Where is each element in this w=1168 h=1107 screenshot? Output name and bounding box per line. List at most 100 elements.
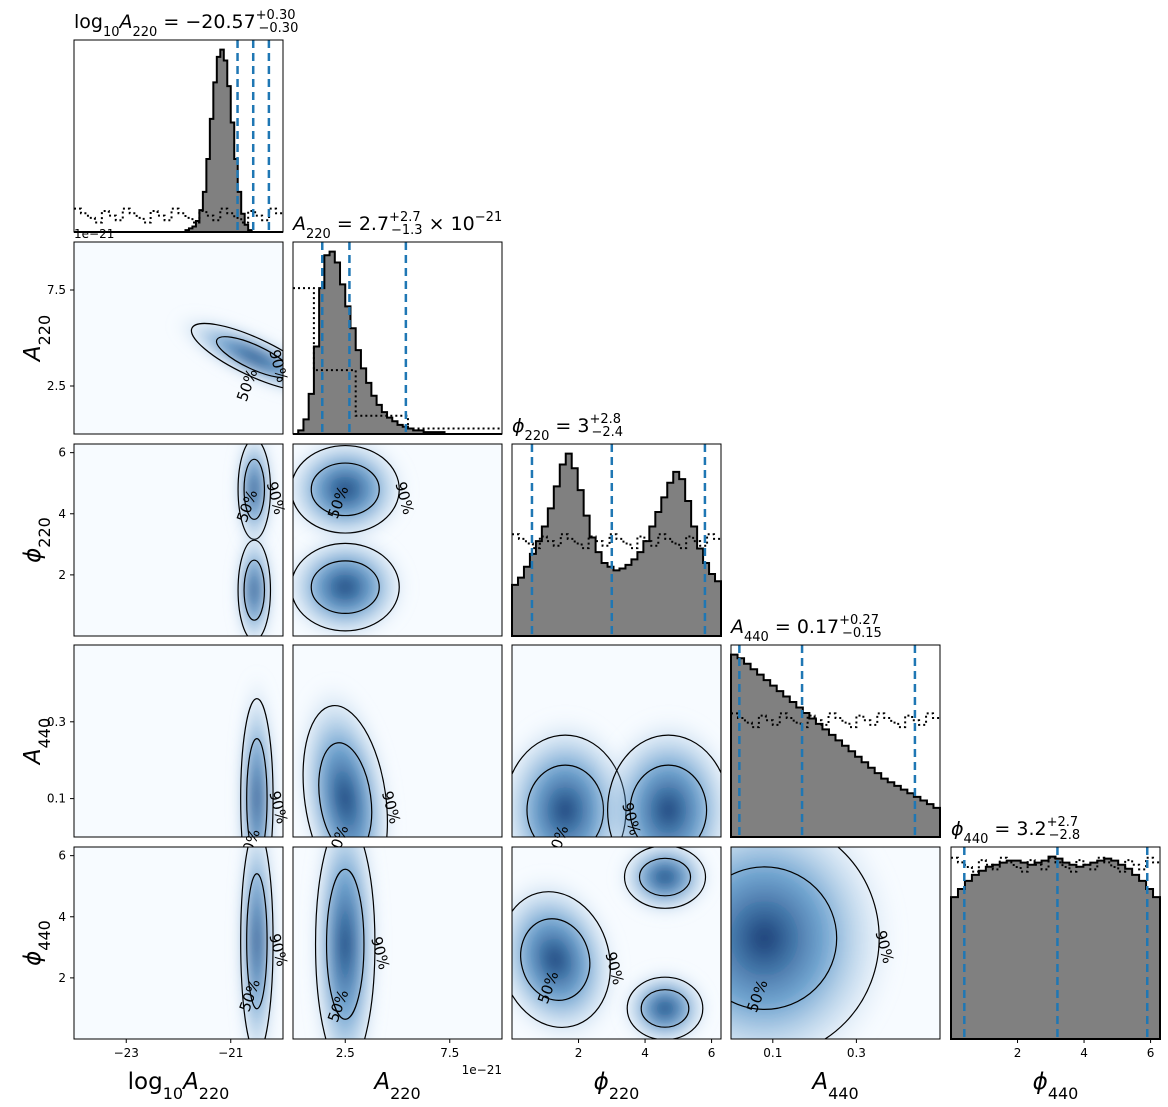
hist-panel-phi220 xyxy=(511,443,722,637)
density-panel-phi220-phi440 xyxy=(511,846,722,1040)
contour-90 xyxy=(823,847,880,1039)
panel-frame xyxy=(73,644,284,838)
x-axis-label-A220: A220 xyxy=(372,1069,420,1103)
y-tick-label: 4 xyxy=(58,910,66,924)
density-blob xyxy=(620,968,710,1039)
panel-frame xyxy=(292,443,503,637)
x-tick-label: 4 xyxy=(641,1046,649,1060)
density-panel-log10A220-phi440 xyxy=(73,846,284,1040)
density-blob xyxy=(512,872,622,1039)
contour-50 xyxy=(310,560,380,614)
hist-title-A440: A440 = 0.17+0.27 −0.15 xyxy=(729,613,882,645)
x-tick-label: 0.3 xyxy=(847,1046,866,1060)
contour-90 xyxy=(314,847,376,1039)
x-tick-label: 2 xyxy=(1014,1046,1022,1060)
y-axis-label-phi220: ϕ220 xyxy=(20,517,54,563)
y-tick-label: 6 xyxy=(58,849,66,863)
hist-panel-A220 xyxy=(292,241,503,435)
density-panel-log10A220-phi220 xyxy=(73,443,284,637)
panel-frame xyxy=(511,644,722,838)
y-axis-label-A440: A440 xyxy=(20,718,54,766)
contour-50 xyxy=(310,462,380,517)
posterior-hist-A440 xyxy=(730,653,941,838)
x-tick-label: 7.5 xyxy=(440,1046,459,1060)
x-tick-label: 6 xyxy=(708,1046,716,1060)
density-blob xyxy=(237,847,277,1039)
panel-frame xyxy=(73,39,284,233)
x-axis-label-phi440: ϕ440 xyxy=(1033,1069,1079,1103)
density-panel-A220-phi220 xyxy=(292,443,503,637)
contour-90 xyxy=(302,704,389,837)
y-tick-label: 7.5 xyxy=(47,283,66,297)
density-panel-A220-phi440 xyxy=(292,846,503,1040)
x-tick-label: 0.1 xyxy=(763,1046,782,1060)
contour-50 xyxy=(246,873,268,1010)
x-axis-label-log10A220: log10A220 xyxy=(128,1069,230,1103)
contour-90 xyxy=(237,539,272,636)
y-tick-label: 0.3 xyxy=(47,715,66,729)
contour-90 xyxy=(512,891,611,1029)
y-tick-label: 2.5 xyxy=(47,379,66,393)
x-tick-label: −21 xyxy=(218,1046,243,1060)
contour-50 xyxy=(520,918,591,1001)
contour-50 xyxy=(318,742,373,837)
contour-50 xyxy=(243,458,266,520)
y-tick-label: 0.1 xyxy=(47,792,66,806)
density-blob xyxy=(731,847,901,1039)
density-panel-phi220-A440 xyxy=(511,644,722,838)
panel-frame xyxy=(292,846,503,1040)
y-axis-label-A220: A220 xyxy=(20,315,54,363)
x-tick-label: 4 xyxy=(1080,1046,1088,1060)
y-tick-label: 2 xyxy=(58,568,66,582)
contour-90 xyxy=(240,847,274,1039)
y-tick-label: 4 xyxy=(58,507,66,521)
contour-90 xyxy=(626,976,704,1039)
contour-90 xyxy=(293,542,400,632)
contour-50 xyxy=(629,764,708,837)
panel-frame xyxy=(292,644,503,838)
contour-50 xyxy=(246,738,268,837)
x-axis-label-A440: A440 xyxy=(810,1069,858,1103)
panel-frame xyxy=(292,241,503,435)
density-blob xyxy=(293,444,410,546)
hist-title-phi440: ϕ440 = 3.2+2.7 −2.8 xyxy=(951,815,1080,847)
panel-frame xyxy=(73,241,284,435)
contour-50 xyxy=(243,559,266,621)
panel-frame xyxy=(950,846,1161,1040)
panel-frame xyxy=(511,443,722,637)
density-blob xyxy=(235,526,274,636)
density-blob xyxy=(310,847,381,1039)
panel-frame xyxy=(730,846,941,1040)
contour-90 xyxy=(240,698,274,837)
hist-title-log10A220: log10A220 = −20.57+0.30 −0.30 xyxy=(74,8,298,40)
y-offset-text: 1e−21 xyxy=(74,227,114,241)
hist-panel-A440 xyxy=(730,644,941,838)
hist-panel-phi440 xyxy=(950,846,1161,1040)
density-blob xyxy=(596,714,721,837)
x-tick-label: 6 xyxy=(1147,1046,1155,1060)
hist-title-phi220: ϕ220 = 3+2.8 −2.4 xyxy=(512,412,623,444)
x-tick-label: −23 xyxy=(114,1046,139,1060)
density-blob xyxy=(293,531,410,636)
contour-90 xyxy=(607,734,721,837)
density-panel-A220-A440 xyxy=(292,644,503,838)
panel-frame xyxy=(73,443,284,637)
contour-50 xyxy=(215,336,283,379)
x-offset-text: 1e−21 xyxy=(462,1063,502,1077)
y-tick-label: 6 xyxy=(58,446,66,460)
density-panel-A440-phi440 xyxy=(730,846,941,1040)
contour-90 xyxy=(623,847,707,909)
contour-50 xyxy=(638,857,692,897)
x-axis-label-phi220: ϕ220 xyxy=(594,1069,640,1103)
density-blob xyxy=(617,847,713,918)
contour-50 xyxy=(731,866,838,1010)
contour-90 xyxy=(190,322,283,392)
panel-frame xyxy=(511,846,722,1040)
hist-title-A220: A220 = 2.7+2.7 −1.3 × 10−21 xyxy=(291,210,502,242)
density-panel-log10A220-A440 xyxy=(73,644,284,838)
posterior-hist-phi220 xyxy=(511,452,722,637)
contour-50 xyxy=(640,989,690,1028)
density-blob xyxy=(173,314,283,400)
panel-frame xyxy=(73,846,284,1040)
